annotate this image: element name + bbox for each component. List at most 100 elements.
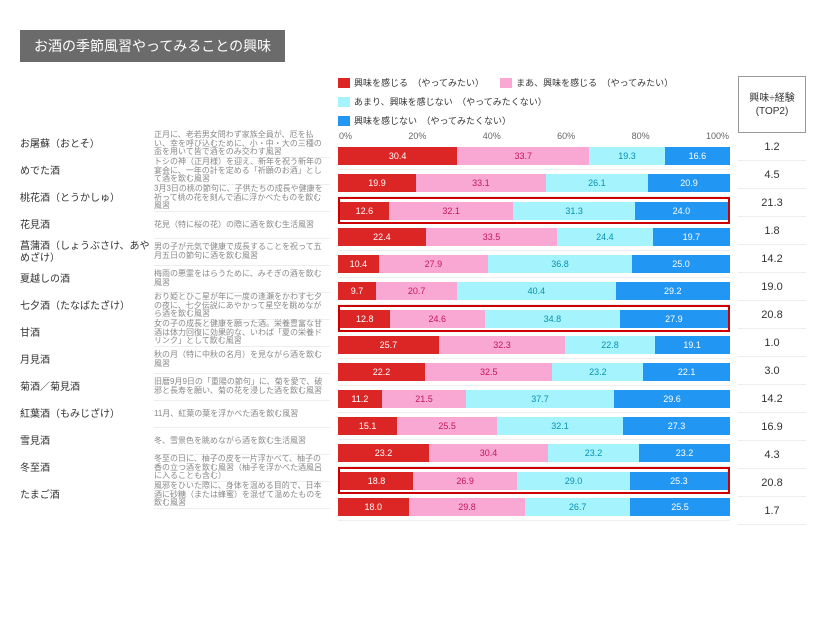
legend-item: 興味を感じない （やってみたくない） [338,114,511,127]
score-value: 4.5 [738,161,806,189]
bar-segment: 33.7 [457,147,589,165]
row-desc: 正月に、老若男女問わず家族全員が、厄を払い、幸を呼び込むために、小・中・大の三種… [154,131,330,158]
bar-segment: 29.6 [614,390,730,408]
bar-segment: 21.5 [382,390,466,408]
score-value: 14.2 [738,385,806,413]
bar-row: 19.933.126.120.9 [338,170,730,197]
row-name: 甘酒 [20,320,154,347]
row-desc: 男の子が元気で健康で成長することを祝って五月五日の節句に酒を飲む風習 [154,239,330,266]
bar-row: 12.824.634.827.9 [338,305,730,332]
bar-segment: 23.2 [552,363,643,381]
score-value: 20.8 [738,301,806,329]
legend: 興味を感じる （やってみたい）まあ、興味を感じる （やってみたい）あまり、興味を… [338,76,730,127]
row-name: たまご酒 [20,482,154,509]
bar-row: 10.427.936.825.0 [338,251,730,278]
bar-segment: 25.7 [338,336,439,354]
bar-segment: 32.5 [425,363,552,381]
bar-segment: 23.2 [639,444,730,462]
table-row: 月見酒秋の月（特に中秋の名月）を見ながら酒を飲む風習 [20,347,330,374]
bar-segment: 19.7 [653,228,730,246]
score-value: 19.0 [738,273,806,301]
bar-segment: 33.1 [416,174,546,192]
score-value: 1.0 [738,329,806,357]
score-value: 4.3 [738,441,806,469]
bar-segment: 36.8 [488,255,632,273]
bar-segment: 12.8 [340,310,390,328]
bar-segment: 23.2 [338,444,429,462]
row-desc: 旧暦9月9日の「重陽の節句」に、菊を愛で、破邪と長寿を願い、菊の花を浸した酒を飲… [154,374,330,401]
bar-segment: 20.9 [648,174,730,192]
row-desc: 風邪をひいた際に、身体を温める目的で、日本酒に砂糖（または蜂蜜）を混ぜて温めたも… [154,482,330,509]
legend-item: あまり、興味を感じない （やってみたくない） [338,95,547,108]
bar-segment: 32.1 [389,202,514,220]
row-name: 紅葉酒（もみじざけ） [20,401,154,428]
bar-segment: 24.0 [635,202,728,220]
bar-row: 9.720.740.429.2 [338,278,730,305]
bar-segment: 19.1 [655,336,730,354]
score-value: 14.2 [738,245,806,273]
table-row: 紅葉酒（もみじざけ）11月、紅葉の葉を浮かべた酒を飲む風習 [20,401,330,428]
table-row: たまご酒風邪をひいた際に、身体を温める目的で、日本酒に砂糖（または蜂蜜）を混ぜて… [20,482,330,509]
bar-segment: 29.8 [409,498,526,516]
row-desc: 冬至の日に、柚子の皮を一片浮かべて、柚子の香の立つ酒を飲む風習（柚子を浮かべた酒… [154,455,330,482]
score-value: 1.7 [738,497,806,525]
table-row: 七夕酒（たなばたざけ）おり姫とひこ星が年に一度の逢瀬をかわす七夕の夜に、七夕伝説… [20,293,330,320]
bar-row: 11.221.537.729.6 [338,386,730,413]
row-desc: トシの神（正月様）を迎え、新年を祝う新年の宴会に、一年の計を定める「祈願のお酒」… [154,158,330,185]
row-desc: 11月、紅葉の葉を浮かべた酒を飲む風習 [154,401,330,428]
bar-segment: 15.1 [338,417,397,435]
row-name: 菖蒲酒（しょうぶさけ、あやめざけ） [20,239,154,266]
bar-segment: 26.9 [413,472,517,490]
bar-segment: 32.1 [497,417,623,435]
bar-segment: 30.4 [338,147,457,165]
bar-row: 22.433.524.419.7 [338,224,730,251]
score-value: 16.9 [738,413,806,441]
bar-segment: 25.5 [397,417,497,435]
row-desc: 冬、雪景色を眺めながら酒を飲む生活風習 [154,428,330,455]
score-value: 21.3 [738,189,806,217]
score-value: 3.0 [738,357,806,385]
bar-segment: 31.3 [513,202,634,220]
bar-segment: 27.3 [623,417,730,435]
bar-segment: 32.3 [439,336,566,354]
bar-segment: 25.0 [632,255,730,273]
row-name: 菊酒／菊見酒 [20,374,154,401]
bar-segment: 25.5 [630,498,730,516]
bar-segment: 22.1 [643,363,730,381]
bar-row: 18.029.826.725.5 [338,494,730,521]
bar-segment: 18.8 [340,472,413,490]
bar-segment: 20.7 [376,282,457,300]
table-row: めでた酒トシの神（正月様）を迎え、新年を祝う新年の宴会に、一年の計を定める「祈願… [20,158,330,185]
bar-segment: 22.2 [338,363,425,381]
bar-row: 18.826.929.025.3 [338,467,730,494]
bar-segment: 29.2 [616,282,730,300]
bar-segment: 9.7 [338,282,376,300]
table-row: 菊酒／菊見酒旧暦9月9日の「重陽の節句」に、菊を愛で、破邪と長寿を願い、菊の花を… [20,374,330,401]
row-name: お屠蘇（おとそ） [20,131,154,158]
score-column: 興味÷経験 (TOP2) 1.24.521.31.814.219.020.81.… [738,76,806,525]
table-row: 雪見酒冬、雪景色を眺めながら酒を飲む生活風習 [20,428,330,455]
bar-segment: 16.6 [665,147,730,165]
bar-segment: 29.0 [517,472,630,490]
row-name: 月見酒 [20,347,154,374]
bar-segment: 25.3 [630,472,728,490]
page-title: お酒の季節風習やってみることの興味 [20,30,285,62]
row-name: 桃花酒（とうかしゅ） [20,185,154,212]
bar-segment: 24.4 [557,228,653,246]
row-desc: 女の子の成長と健康を願った酒。栄養豊富な甘酒は体力回復に効果的な、いわば「夏の栄… [154,320,330,347]
bar-segment: 12.6 [340,202,389,220]
bar-segment: 11.2 [338,390,382,408]
bar-segment: 19.9 [338,174,416,192]
table-row: 花見酒花見（特に桜の花）の際に酒を飲む生活風習 [20,212,330,239]
bar-segment: 27.9 [620,310,728,328]
table-row: 冬至酒冬至の日に、柚子の皮を一片浮かべて、柚子の香の立つ酒を飲む風習（柚子を浮か… [20,455,330,482]
row-name: 夏越しの酒 [20,266,154,293]
bar-segment: 10.4 [338,255,379,273]
row-name: 花見酒 [20,212,154,239]
bar-segment: 24.6 [390,310,485,328]
bar-segment: 26.7 [525,498,630,516]
score-value: 20.8 [738,469,806,497]
bar-segment: 40.4 [457,282,615,300]
table-row: 菖蒲酒（しょうぶさけ、あやめざけ）男の子が元気で健康で成長することを祝って五月五… [20,239,330,266]
row-desc: 花見（特に桜の花）の際に酒を飲む生活風習 [154,212,330,239]
